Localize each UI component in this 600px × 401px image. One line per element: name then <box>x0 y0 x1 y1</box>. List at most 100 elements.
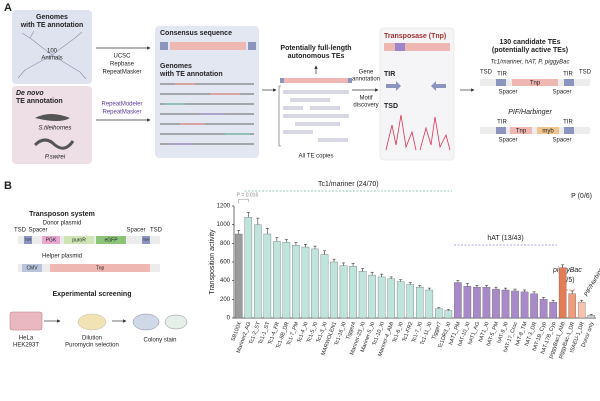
bar <box>339 265 348 319</box>
bar-chart: 020040060080010001200SB100XMariner2_AGTc… <box>217 190 596 359</box>
part-label: TIR <box>143 237 150 242</box>
feature-title: TSD <box>384 103 398 110</box>
bar <box>492 288 500 319</box>
tool: Repbase <box>110 62 135 68</box>
box-title: TE annotation <box>16 98 63 105</box>
part-label: TIR <box>563 120 573 126</box>
part-label: TIR <box>497 72 507 78</box>
method: Motif <box>359 96 372 102</box>
cmv-block <box>22 264 42 272</box>
part-label: puroR <box>72 237 86 243</box>
bar <box>558 267 567 319</box>
bar <box>501 289 510 319</box>
group-label: piggyBac <box>552 267 582 274</box>
bar <box>320 254 329 319</box>
step-title: (potentially active TEs) <box>492 47 568 54</box>
tnp-block <box>170 42 246 50</box>
tir-block <box>496 79 506 86</box>
method: Gene <box>359 70 374 76</box>
bar <box>282 242 291 319</box>
tnp-block <box>50 264 150 272</box>
bar <box>425 289 434 319</box>
bar <box>587 315 596 319</box>
part-label: TSD <box>480 70 493 76</box>
bar <box>549 301 557 319</box>
tree-center: Animals <box>41 56 62 62</box>
tree-center: 100 <box>47 49 58 55</box>
tool: UCSC <box>113 54 131 60</box>
panel-label: A <box>4 2 12 14</box>
part-label: TSD <box>150 228 163 234</box>
bar <box>292 245 300 319</box>
bar <box>539 299 548 319</box>
part-label: Tnp <box>96 265 105 271</box>
bar <box>349 266 357 319</box>
bar <box>444 310 453 319</box>
bar <box>301 246 310 319</box>
group-label: PIF/Harbinger (1/6) <box>584 250 600 297</box>
y-tick-label: 600 <box>220 260 231 266</box>
step-title: 130 candidate TEs <box>499 39 560 46</box>
tool: RepeatMasker <box>102 70 141 76</box>
x-tick-label: Tigger4 <box>345 321 357 340</box>
part-label: TIR <box>25 237 32 242</box>
part-label: TIR <box>563 72 573 78</box>
step-title: autonomous TEs <box>288 53 345 60</box>
plasmid-title: Donor plasmid <box>43 221 82 227</box>
y-tick-label: 800 <box>220 241 231 247</box>
bar <box>330 261 338 319</box>
te-copies <box>278 65 352 147</box>
bar <box>577 301 586 319</box>
feature-title: TIR <box>384 71 395 78</box>
bar <box>358 271 367 319</box>
tool: RepeatMasker <box>102 110 141 116</box>
bar <box>377 276 386 319</box>
bar <box>254 224 262 319</box>
y-tick-label: 1200 <box>217 204 231 210</box>
step-text: Puromycin selection <box>65 343 119 349</box>
section-title: Transposon system <box>29 211 95 218</box>
y-tick-label: 0 <box>227 316 231 322</box>
tir-block <box>564 127 574 134</box>
part-label: Spacer <box>552 138 571 144</box>
bar <box>396 281 405 319</box>
tnp-block <box>510 127 532 134</box>
part-label: TIR <box>497 120 507 126</box>
box-title: Genomes <box>36 14 68 21</box>
tir-block <box>248 42 256 50</box>
screening-icons <box>9 311 188 331</box>
bar <box>520 291 529 319</box>
step-text: HeLa <box>19 336 34 342</box>
box-title: De novo <box>16 90 44 97</box>
fish-icon <box>35 114 70 121</box>
part-label: CMV <box>26 265 38 271</box>
bar <box>263 233 272 319</box>
group-label: Tc1/mariner (24/70) <box>318 181 379 188</box>
bar <box>406 284 415 319</box>
part-label: Tnp <box>530 81 541 87</box>
tool: RepeatModeler <box>101 102 142 108</box>
tree <box>17 30 87 80</box>
section-title: Experimental screening <box>53 291 132 298</box>
group-label: P (0/6) <box>571 193 592 200</box>
y-tick-label: 200 <box>220 297 231 303</box>
caption: All TE copies <box>299 154 334 160</box>
part-label: Tnp <box>516 129 527 135</box>
consensus-box <box>155 26 259 158</box>
step-text: Dilution <box>82 336 102 342</box>
bar <box>273 241 281 319</box>
box-title: Genomes <box>160 63 192 70</box>
donor-plasmid <box>18 236 160 244</box>
part-label: Spacer <box>498 90 517 96</box>
group-label: hAT (13/43) <box>487 235 523 242</box>
bar <box>435 308 443 319</box>
fish-icon <box>33 138 75 150</box>
panel-label: B <box>4 180 12 192</box>
part-label: TSD <box>14 228 27 234</box>
bar <box>234 233 243 319</box>
step-text: Colony stain <box>143 338 176 344</box>
families: PIF/Harbinger <box>508 109 552 116</box>
bar <box>415 287 424 319</box>
feature-title: Transposase (Tnp) <box>384 33 446 40</box>
